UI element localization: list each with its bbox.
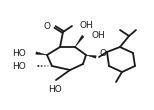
- Text: OH: OH: [92, 30, 106, 39]
- Polygon shape: [75, 35, 84, 47]
- Polygon shape: [86, 55, 96, 58]
- Text: O: O: [44, 21, 51, 30]
- Text: HO: HO: [12, 61, 26, 71]
- Text: OH: OH: [79, 20, 93, 29]
- Polygon shape: [44, 65, 46, 67]
- Text: HO: HO: [12, 49, 26, 58]
- Text: O: O: [99, 49, 106, 58]
- Polygon shape: [36, 52, 47, 55]
- Text: HO: HO: [48, 85, 62, 94]
- Polygon shape: [38, 65, 39, 67]
- Polygon shape: [41, 65, 42, 67]
